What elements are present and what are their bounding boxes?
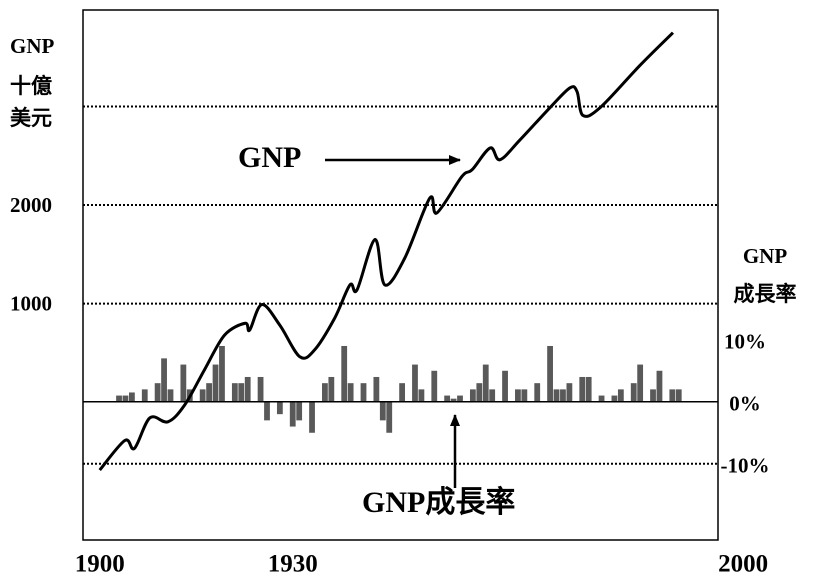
bar	[521, 389, 528, 402]
annotation: GNP成長率	[362, 486, 515, 519]
bar	[379, 401, 386, 421]
x-tick-label: 1930	[268, 551, 318, 578]
bar	[386, 401, 393, 433]
plot-frame	[82, 9, 719, 541]
bar	[399, 383, 406, 402]
annotation: GNP	[238, 141, 301, 174]
bar	[418, 389, 425, 402]
bar	[180, 364, 187, 402]
x-tick-label: 1900	[75, 551, 125, 578]
bar	[264, 401, 270, 421]
bar	[238, 383, 245, 402]
bar	[431, 370, 438, 402]
bar	[489, 389, 496, 402]
bar	[154, 383, 161, 402]
bar	[309, 401, 315, 433]
bar	[341, 345, 348, 402]
bar	[347, 383, 354, 402]
bar	[289, 401, 296, 427]
bar	[116, 395, 122, 402]
y2-tick-label: -10%	[721, 454, 770, 478]
bar	[231, 383, 238, 402]
bar	[457, 395, 463, 402]
bar	[450, 398, 457, 402]
y2-tick-label: 0%	[729, 392, 761, 416]
bar	[322, 383, 328, 402]
bar	[167, 389, 174, 402]
bar	[675, 389, 682, 402]
x-tick-label: 2000	[718, 551, 768, 578]
y2-label: GNP	[743, 244, 788, 268]
bar	[141, 389, 148, 402]
bar	[476, 383, 483, 402]
bar	[669, 389, 676, 402]
bar	[656, 370, 663, 402]
y2-label: 成長率	[734, 282, 797, 306]
bar	[566, 383, 573, 402]
bar	[650, 389, 656, 402]
y-label: 十億	[10, 74, 52, 98]
line	[98, 31, 675, 472]
bar	[212, 364, 219, 402]
bar	[560, 389, 566, 402]
bar	[502, 370, 508, 402]
bar	[328, 376, 335, 402]
bar	[585, 376, 592, 402]
bar	[122, 395, 129, 402]
bar	[547, 345, 553, 402]
y2-tick-label: 10%	[724, 330, 766, 354]
bar	[360, 383, 367, 402]
bar	[482, 364, 489, 402]
bar	[161, 358, 167, 402]
bar	[244, 376, 251, 402]
y-label: GNP	[10, 34, 55, 58]
bar	[598, 395, 605, 402]
y-tick-label: 2000	[10, 193, 52, 217]
bar	[257, 376, 264, 402]
bar	[276, 401, 283, 415]
bar	[469, 389, 476, 402]
bar	[129, 392, 135, 402]
bar	[206, 383, 212, 402]
bar	[515, 389, 521, 402]
marks	[83, 31, 718, 472]
y-label: 美元	[10, 106, 52, 130]
bar	[534, 383, 541, 402]
bar	[611, 395, 618, 402]
bar	[219, 345, 225, 402]
bar	[199, 389, 206, 402]
bar	[296, 401, 303, 421]
bar	[444, 395, 451, 402]
bar	[579, 376, 586, 402]
bar	[630, 383, 637, 402]
y-tick-label: 1000	[10, 291, 52, 315]
bar	[553, 389, 560, 402]
bar	[617, 389, 624, 402]
bar	[412, 364, 418, 402]
bar	[637, 364, 644, 402]
bar	[373, 376, 380, 402]
